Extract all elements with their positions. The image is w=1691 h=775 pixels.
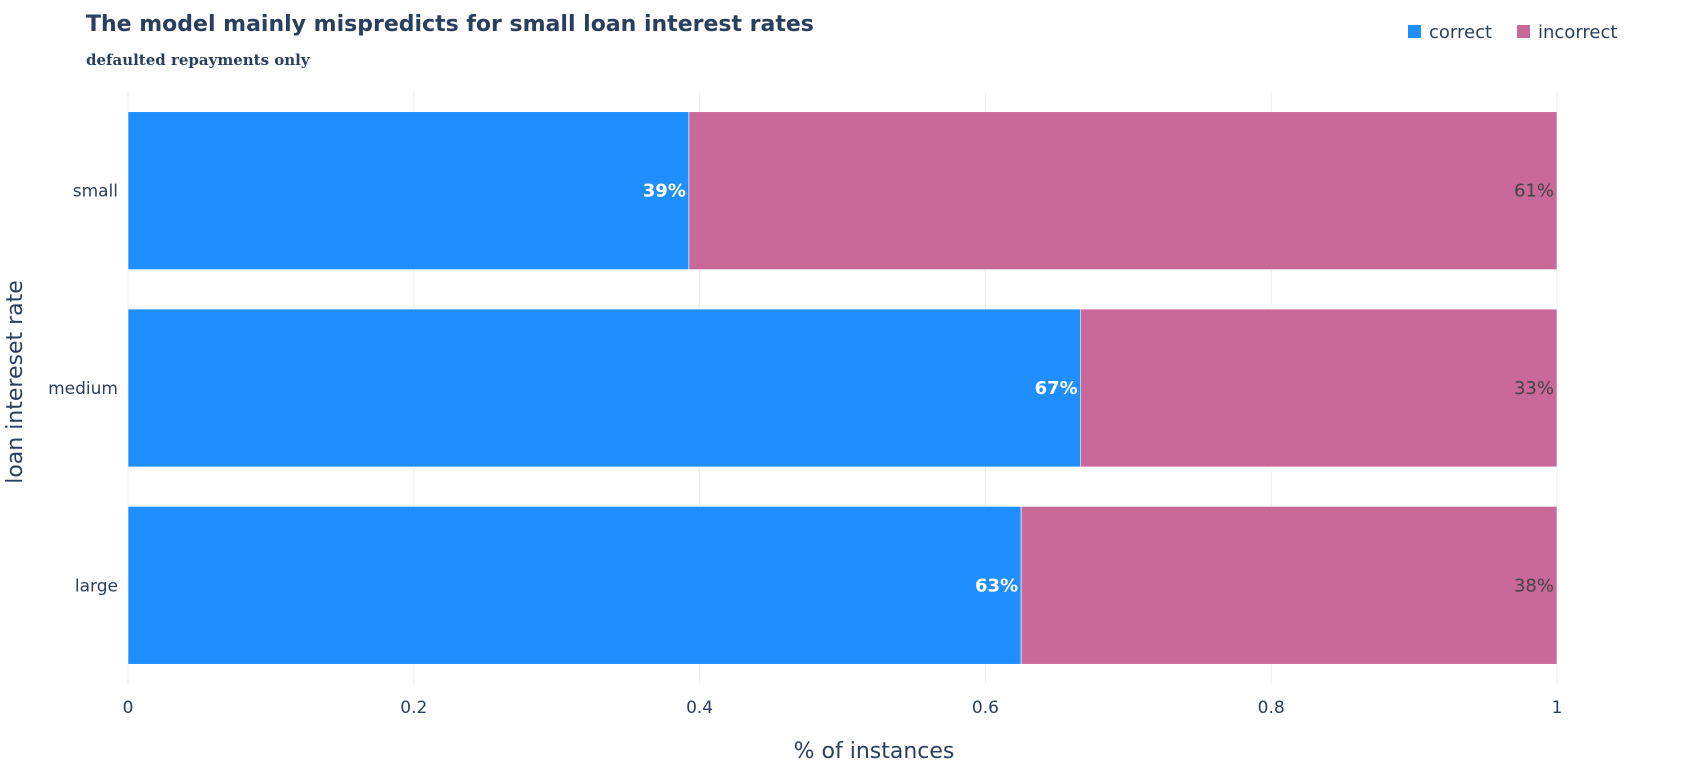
x-tick-label: 1 <box>1552 698 1563 718</box>
legend-swatch-correct <box>1408 25 1421 38</box>
bar-incorrect-medium <box>1080 308 1558 468</box>
chart-subtitle: defaulted repayments only <box>86 51 311 69</box>
legend: correct incorrect <box>1408 22 1617 43</box>
x-tick-label: 0 <box>123 698 134 718</box>
bars <box>127 111 1558 665</box>
bar-correct-large <box>127 506 1022 665</box>
y-axis-title: loan intereset rate <box>3 280 28 484</box>
bar-correct-small <box>127 111 690 270</box>
y-axis-ticks: small medium large <box>48 182 118 597</box>
bar-correct-medium <box>127 308 1082 468</box>
data-label: 39% <box>643 181 686 202</box>
x-axis-ticks: 0 0.2 0.4 0.6 0.8 1 <box>123 698 1563 718</box>
legend-swatch-incorrect <box>1517 25 1530 38</box>
legend-label-correct: correct <box>1429 22 1492 43</box>
x-tick-label: 0.8 <box>1258 698 1285 718</box>
x-tick-label: 0.4 <box>686 698 713 718</box>
bar-labels: 39% 61% 67% 33% 63% 38% <box>643 181 1554 597</box>
y-tick-label: medium <box>48 379 118 399</box>
chart-title: The model mainly mispredicts for small l… <box>86 12 814 37</box>
x-tick-label: 0.6 <box>972 698 999 718</box>
data-label: 33% <box>1514 378 1554 399</box>
data-label: 63% <box>975 575 1018 596</box>
x-tick-label: 0.2 <box>400 698 427 718</box>
legend-label-incorrect: incorrect <box>1538 22 1617 43</box>
x-axis-title: % of instances <box>794 739 955 764</box>
data-label: 38% <box>1514 575 1554 596</box>
y-tick-label: large <box>75 576 118 596</box>
bar-incorrect-large <box>1020 506 1558 665</box>
bar-incorrect-small <box>688 111 1558 270</box>
y-tick-label: small <box>73 182 118 202</box>
data-label: 61% <box>1514 181 1554 202</box>
data-label: 67% <box>1035 378 1078 399</box>
